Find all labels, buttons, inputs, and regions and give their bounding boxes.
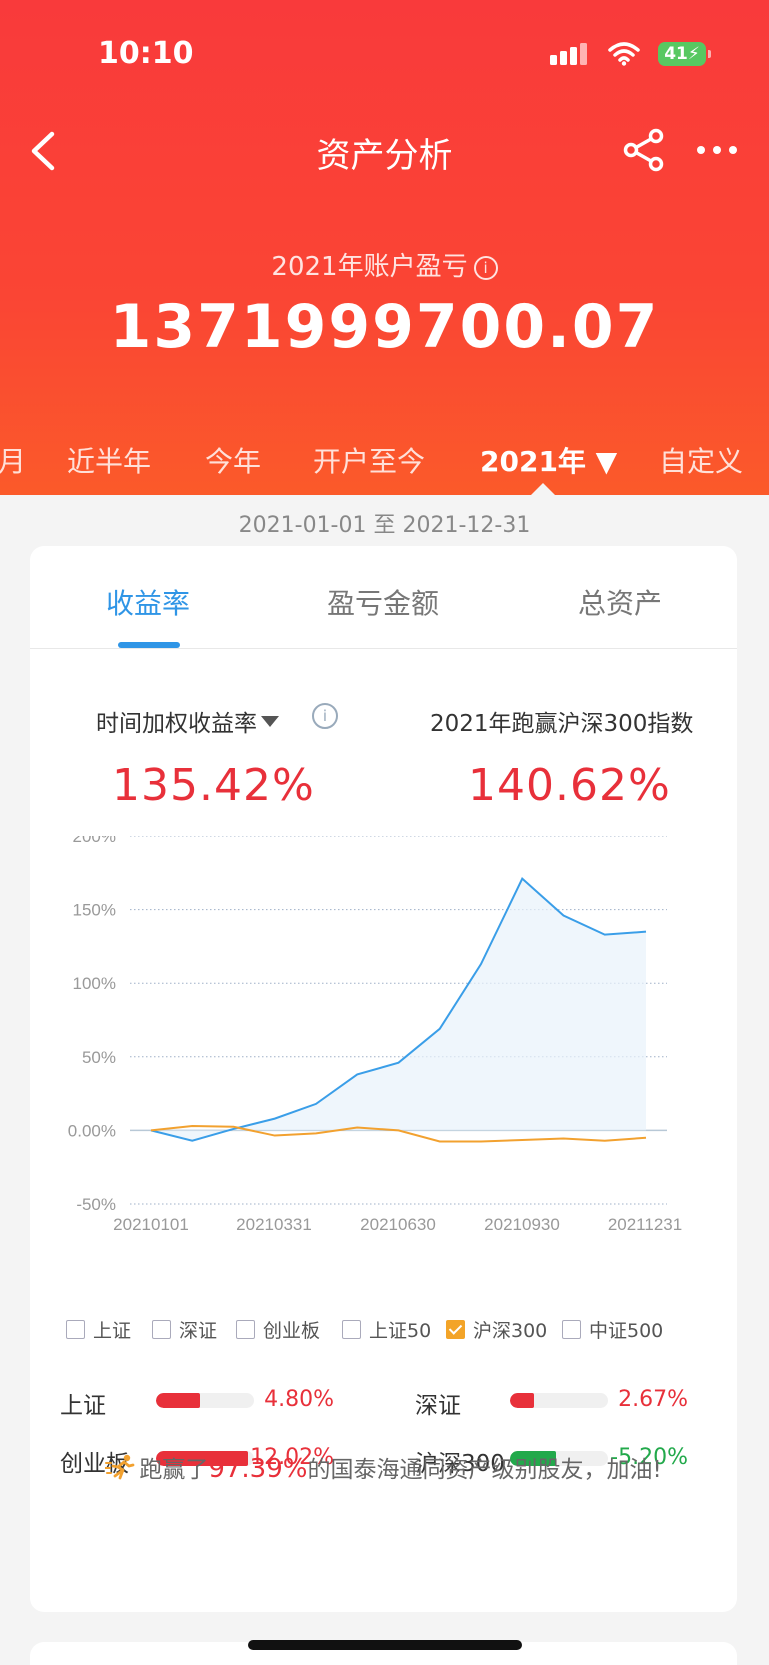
twr-label[interactable]: 时间加权收益率 (96, 704, 279, 738)
battery-level: 41 (664, 44, 688, 64)
tab-custom[interactable]: 自定义 (659, 445, 744, 478)
checkbox-checked-icon (446, 1320, 465, 1339)
legend-label: 中证500 (589, 1320, 664, 1342)
cmp-value: 4.80% (264, 1387, 334, 1412)
y-tick-label: 50% (82, 1048, 116, 1067)
legend-sz50[interactable]: 上证50 (342, 1316, 431, 1343)
checkbox-icon (236, 1320, 255, 1339)
cmp-bar (156, 1451, 254, 1466)
tab-half-year[interactable]: 近半年 (67, 445, 152, 478)
y-tick-label: -50% (76, 1195, 116, 1214)
cmp-name: 沪深300 (415, 1451, 505, 1477)
cmp-value: 2.67% (618, 1387, 688, 1412)
x-tick-label: 20210630 (360, 1215, 436, 1234)
tab-return-rate[interactable]: 收益率 (106, 587, 191, 620)
runner-icon (105, 1454, 135, 1480)
checkbox-icon (562, 1320, 581, 1339)
cmp-bar (510, 1393, 608, 1408)
x-tick-label: 20210101 (113, 1215, 189, 1234)
tab-pnl-amount[interactable]: 盈亏金额 (327, 587, 440, 620)
period-tabs: 月 近半年 今年 开户至今 2021年 ▼ 自定义 (0, 440, 769, 480)
x-tick-label: 20210331 (236, 1215, 312, 1234)
checkbox-icon (152, 1320, 171, 1339)
cmp-bar (510, 1451, 608, 1466)
return-chart[interactable]: 200% 150% 100% 50% 0.00% -50%20210101 20210331… (30, 836, 737, 1256)
dropdown-icon (261, 716, 279, 727)
y-tick-label: 150% (73, 901, 116, 920)
tab-this-year[interactable]: 今年 (205, 445, 262, 478)
y-tick-label: 200% (73, 836, 116, 846)
twr-info-icon[interactable]: i (312, 703, 338, 729)
active-tab-indicator (531, 483, 555, 495)
signal-icon (550, 43, 587, 65)
legend-label: 上证 (93, 1320, 132, 1342)
cmp-bar (156, 1393, 254, 1408)
checkbox-icon (66, 1320, 85, 1339)
index-legend: 上证 深证 创业板 上证50 沪深300 中证500 (66, 1316, 746, 1346)
cmp-value: -5.20% (610, 1445, 688, 1470)
cmp-value: 12.02% (250, 1445, 334, 1470)
twr-value: 135.42% (112, 760, 315, 811)
account-pnl-amount: 1371999700.07 (109, 292, 660, 362)
battery-icon: 41 ⚡ (658, 42, 711, 66)
area-fill (151, 878, 646, 1141)
twr-label-text: 时间加权收益率 (96, 711, 257, 737)
beat-percent: 97.39% (208, 1454, 308, 1484)
x-tick-label: 20210930 (484, 1215, 560, 1234)
next-card (30, 1642, 737, 1665)
series-line-account (150, 877, 647, 1142)
legend-label: 沪深300 (473, 1320, 548, 1342)
status-icons: 41 ⚡ (550, 42, 711, 66)
legend-label: 深证 (179, 1320, 218, 1342)
status-time: 10:10 (98, 36, 194, 71)
legend-zz500[interactable]: 中证500 (562, 1316, 663, 1343)
legend-hs300[interactable]: 沪深300 (446, 1316, 547, 1343)
cmp-bar-fill (156, 1451, 249, 1466)
analysis-card: 收益率 盈亏金额 总资产 时间加权收益率 i 2021年跑赢沪深300指数 13… (30, 546, 737, 1612)
cmp-bar-fill (156, 1393, 201, 1408)
legend-label: 创业板 (263, 1320, 321, 1342)
wifi-icon (608, 42, 640, 66)
beat-suffix: 的国泰海通同资产级别股友，加油! (307, 1457, 662, 1483)
tab-month[interactable]: 月 (0, 445, 27, 478)
cmp-name: 上证 (60, 1393, 106, 1419)
share-icon[interactable] (622, 128, 666, 172)
cmp-bar-fill (510, 1393, 534, 1408)
tab-total-assets[interactable]: 总资产 (578, 587, 663, 620)
account-pnl-label-text: 2021年账户盈亏 (271, 252, 468, 282)
info-icon[interactable]: i (473, 256, 498, 280)
cmp-name: 深证 (415, 1393, 461, 1419)
legend-cyb[interactable]: 创业板 (236, 1316, 320, 1343)
account-pnl-label: 2021年账户盈亏 i (0, 246, 769, 283)
legend-sz[interactable]: 深证 (152, 1316, 217, 1343)
header: 10:10 41 ⚡ 资产分析 2021年账户盈亏 i 1371999700.07 (0, 0, 769, 495)
legend-sh[interactable]: 上证 (66, 1316, 131, 1343)
date-range: 2021-01-01 至 2021-12-31 (238, 513, 531, 538)
tab-2021[interactable]: 2021年 ▼ (480, 445, 618, 478)
metric-tab-underline (118, 642, 180, 648)
y-tick-label: 0.00% (68, 1121, 116, 1140)
home-indicator (248, 1640, 522, 1650)
more-icon[interactable] (696, 140, 738, 160)
back-icon[interactable] (26, 128, 60, 174)
y-tick-label: 100% (73, 974, 116, 993)
cmp-bar-fill (510, 1451, 557, 1466)
checkbox-icon (342, 1320, 361, 1339)
metric-tabs: 收益率 盈亏金额 总资产 (30, 546, 737, 649)
beat-message: 跑赢了97.39%的国泰海通同资产级别股友，加油! (30, 1450, 737, 1484)
page-title: 资产分析 (316, 136, 453, 176)
tab-since-open[interactable]: 开户至今 (313, 445, 426, 478)
x-tick-label: 20211231 (608, 1215, 682, 1234)
legend-label: 上证50 (369, 1320, 432, 1342)
beat-index-label: 2021年跑赢沪深300指数 (430, 711, 694, 737)
series-line-hs300 (150, 1124, 647, 1143)
beat-index-value: 140.62% (468, 760, 671, 811)
beat-prefix: 跑赢了 (139, 1457, 209, 1483)
